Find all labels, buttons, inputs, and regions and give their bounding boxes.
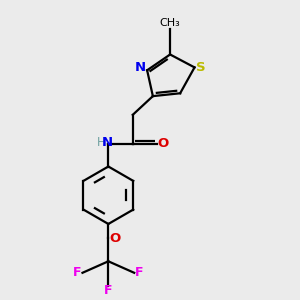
Text: S: S <box>196 61 206 74</box>
Text: F: F <box>73 266 82 279</box>
Text: H: H <box>97 136 106 148</box>
Text: F: F <box>135 266 144 279</box>
Text: N: N <box>135 61 146 74</box>
Text: F: F <box>104 284 112 297</box>
Text: O: O <box>109 232 120 245</box>
Text: O: O <box>157 137 169 150</box>
Text: CH₃: CH₃ <box>160 18 181 28</box>
Text: N: N <box>102 136 113 148</box>
